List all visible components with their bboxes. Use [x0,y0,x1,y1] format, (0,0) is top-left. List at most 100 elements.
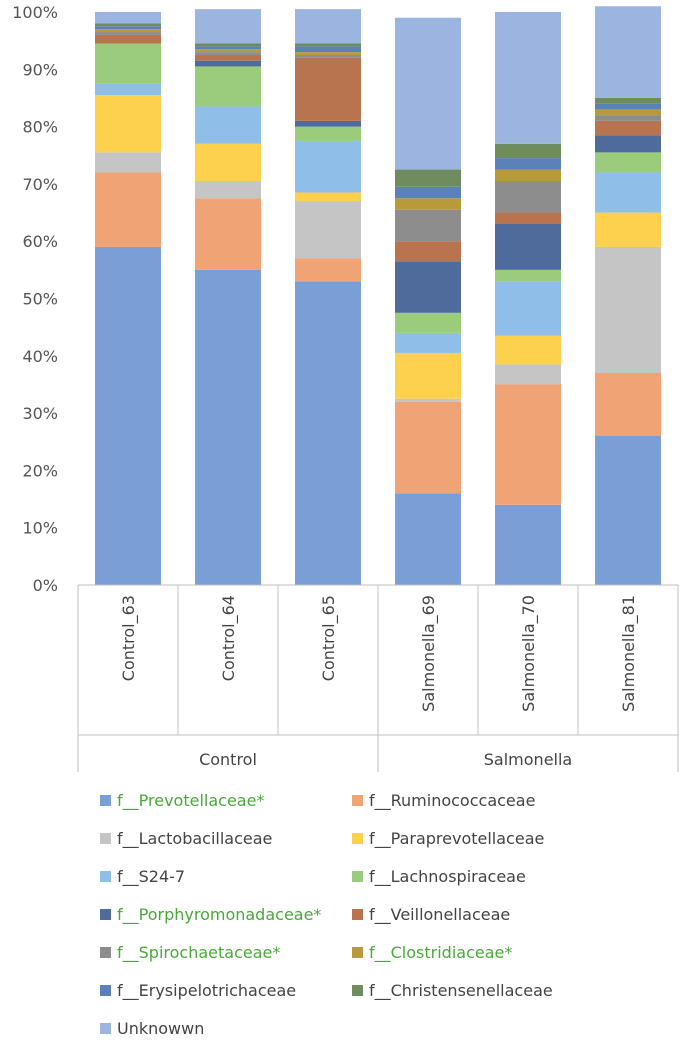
bar-segment [395,198,461,210]
bar-segment [295,201,361,259]
y-tick-label: 10% [22,519,58,538]
bar-segment [495,281,561,336]
legend-item: f__Lactobacillaceae [100,826,272,850]
y-tick-label: 40% [22,347,58,366]
bar-stacks [95,6,661,585]
legend-label: f__Veillonellaceae [369,904,511,924]
bar-stack [195,9,261,585]
bar-segment [395,261,461,313]
bar-segment [295,126,361,141]
bar-segment [495,212,561,225]
bar-segment [495,384,561,505]
bar-segment [295,46,361,53]
legend-swatch [352,984,363,996]
bar-segment [195,46,261,50]
group-label: Salmonella [484,750,572,769]
category-label: Salmonella_70 [519,595,539,712]
bar-segment [295,54,361,58]
bar-segment [195,54,261,61]
bar-segment [95,43,161,84]
bar-segment [595,6,661,98]
bar-stack [95,12,161,585]
legend-label: f__Christensenellaceae [369,980,553,1000]
y-tick-label: 50% [22,290,58,309]
legend-item: f__Erysipelotrichaceae [100,978,296,1002]
group-label: Control [199,750,257,769]
legend-label: f__S24-7 [117,866,186,886]
bar-segment [295,57,361,121]
bar-segment [295,281,361,585]
legend-item: f__S24-7 [100,864,185,888]
category-label: Control_63 [119,595,139,681]
legend-item: f__Paraprevotellaceae [352,826,544,850]
bar-segment [595,120,661,136]
stacked-bar-chart: 0% 10% 20% 30% 40% 50% 60% 70% 80% 90% 100% Contro… [12,3,679,772]
legend-swatch [100,946,111,958]
bar-segment [495,158,561,170]
bar-segment [295,52,361,55]
legend-label: f__Porphyromonadaceae* [117,904,322,924]
bar-segment [395,401,461,494]
bar-stack [595,6,661,585]
bar-segment [95,12,161,24]
legend-swatch [352,946,363,958]
bar-segment [395,241,461,262]
bar-segment [195,43,261,47]
y-tick-label: 20% [22,461,58,480]
bar-segment [495,224,561,270]
legend-label: f__Paraprevotellaceae [369,828,545,848]
bar-segment [195,49,261,53]
bar-segment [295,258,361,282]
bar-segment [495,169,561,182]
bar-segment [95,152,161,173]
bar-segment [195,143,261,182]
bar-segment [295,140,361,193]
category-labels: Control_63 Control_64 Control_65 Salmonella… [119,595,639,712]
legend-label: f__Spirochaetaceae* [117,942,281,962]
legend-label: f__Clostridiaceae* [369,942,513,962]
bar-segment [395,169,461,187]
bar-segment [595,103,661,110]
bar-segment [495,364,561,385]
y-tick-label: 0% [33,576,58,595]
bar-stack [495,12,561,585]
group-labels: Control Salmonella [199,750,572,769]
bar-segment [95,34,161,44]
bar-segment [395,398,461,402]
bar-segment [495,335,561,365]
bar-segment [95,95,161,153]
y-axis-tick-labels: 0% 10% 20% 30% 40% 50% 60% 70% 80% 90% 100% [12,3,58,595]
legend-swatch [352,870,363,882]
bar-segment [195,198,261,270]
legend-item: f__Prevotellaceae* [100,788,264,812]
bar-segment [595,172,661,213]
legend-label: Unknowwn [117,1018,205,1038]
bar-segment [595,115,661,121]
bar-segment [95,29,161,33]
bar-segment [395,352,461,399]
category-separators [77,585,679,772]
bar-segment [495,269,561,282]
bar-segment [395,332,461,353]
bar-segment [395,186,461,199]
bar-segment [95,32,161,35]
bar-segment [595,97,661,104]
category-label: Salmonella_69 [419,595,439,712]
bar-segment [195,181,261,199]
legend-swatch [100,832,111,844]
legend-swatch [100,984,111,996]
legend-swatch [352,794,363,806]
bar-segment [195,106,261,144]
bar-segment [595,372,661,437]
category-label: Control_65 [319,595,339,681]
bar-segment [95,26,161,30]
legend-label: f__Erysipelotrichaceae [117,980,297,1000]
category-label: Control_64 [219,595,239,681]
y-tick-label: 30% [22,404,58,423]
y-tick-label: 60% [22,232,58,251]
legend-item: f__Ruminococcaceae [352,788,535,812]
bar-segment [195,60,261,67]
bar-segment [595,212,661,247]
legend-item: f__Porphyromonadaceae* [100,902,321,926]
legend-item: Unknowwn [100,1016,204,1040]
